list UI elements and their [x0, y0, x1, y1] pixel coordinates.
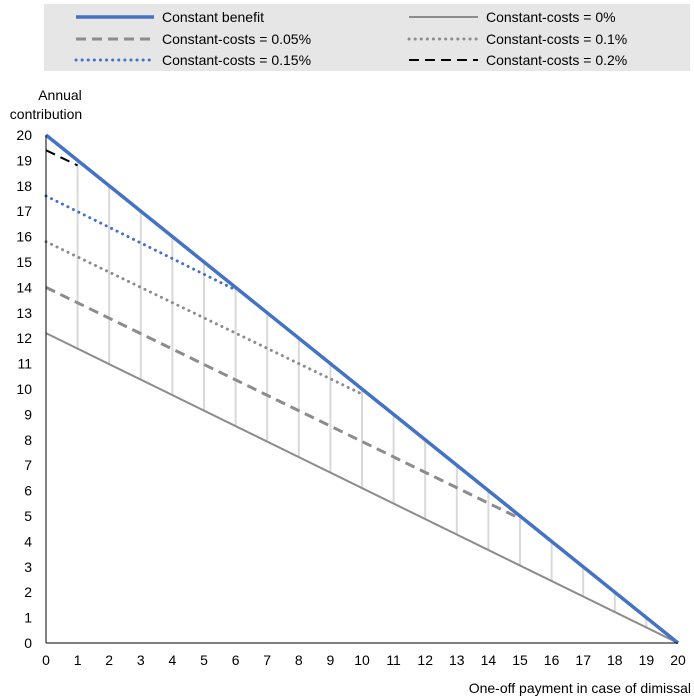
- x-tick-label: 11: [386, 652, 401, 668]
- x-tick-label: 14: [481, 652, 497, 668]
- y-tick-label: 12: [16, 330, 32, 346]
- x-tick-label: 3: [137, 652, 145, 668]
- y-tick-label: 11: [17, 356, 32, 372]
- axes: [45, 135, 678, 644]
- legend-label-4: Constant-costs = 0.15%: [162, 52, 311, 68]
- y-tick-label: 19: [16, 152, 32, 168]
- y-tick-label: 14: [16, 279, 32, 295]
- y-tick-label: 7: [24, 457, 32, 473]
- legend-label-5: Constant-costs = 0.2%: [486, 52, 627, 68]
- x-tick-label: 12: [417, 652, 433, 668]
- y-tick-label: 3: [24, 559, 32, 575]
- y-axis-label-line-1: Annual: [38, 87, 82, 103]
- range-bars: [76, 160, 648, 628]
- x-tick-label: 9: [327, 652, 335, 668]
- series-line-1: [45, 332, 679, 644]
- x-tick-label: 5: [200, 652, 208, 668]
- x-tick-label: 4: [169, 652, 177, 668]
- y-tick-label: 9: [24, 406, 32, 422]
- legend-background: [44, 4, 690, 71]
- y-tick-label: 8: [24, 432, 32, 448]
- series-line-0: [44, 133, 680, 645]
- y-tick-label: 2: [24, 584, 32, 600]
- series-line-4: [44, 194, 238, 292]
- x-tick-label: 0: [42, 652, 50, 668]
- legend-label-0: Constant benefit: [162, 9, 264, 25]
- y-axis-label-line-2: contribution: [10, 106, 82, 122]
- x-tick-label: 17: [575, 652, 591, 668]
- x-tick-label: 15: [512, 652, 528, 668]
- series-line-3: [44, 240, 364, 396]
- y-tick-label: 16: [16, 229, 32, 245]
- y-tick-label: 6: [24, 483, 32, 499]
- legend-label-2: Constant-costs = 0.05%: [162, 31, 311, 47]
- x-tick-label: 18: [607, 652, 623, 668]
- y-tick-label: 0: [24, 635, 32, 651]
- legend: Constant benefit Constant-costs = 0% Const…: [74, 9, 627, 68]
- y-tick-label: 4: [24, 533, 32, 549]
- x-tick-label: 8: [295, 652, 303, 668]
- x-tick-label: 16: [544, 652, 560, 668]
- series-line-5: [45, 149, 79, 167]
- y-tick-label: 13: [16, 305, 32, 321]
- x-tick-label: 7: [263, 652, 271, 668]
- x-axis-label: One-off payment in case of dimissal: [469, 680, 691, 696]
- x-tick-label: 1: [74, 652, 82, 668]
- legend-label-1: Constant-costs = 0%: [486, 9, 616, 25]
- x-tick-label: 20: [670, 652, 686, 668]
- x-tick-label: 13: [449, 652, 465, 668]
- x-tick-label: 10: [354, 652, 370, 668]
- series-lines: [44, 133, 680, 645]
- y-tick-label: 1: [24, 610, 32, 626]
- legend-label-3: Constant-costs = 0.1%: [486, 31, 627, 47]
- x-tick-label: 6: [232, 652, 240, 668]
- y-tick-label: 15: [16, 254, 32, 270]
- y-tick-label: 18: [16, 178, 32, 194]
- y-tick-label: 20: [16, 127, 32, 143]
- series-line-2: [45, 286, 521, 520]
- x-tick-label: 19: [639, 652, 655, 668]
- y-tick-label: 17: [16, 203, 32, 219]
- y-tick-label: 5: [24, 508, 32, 524]
- x-tick-label: 2: [105, 652, 113, 668]
- y-tick-label: 10: [16, 381, 32, 397]
- x-tick-labels: 0 1 2 3 4 5 6 7 8 9 10 11 12 13 14 15 16 17 18 19 20: [42, 652, 686, 668]
